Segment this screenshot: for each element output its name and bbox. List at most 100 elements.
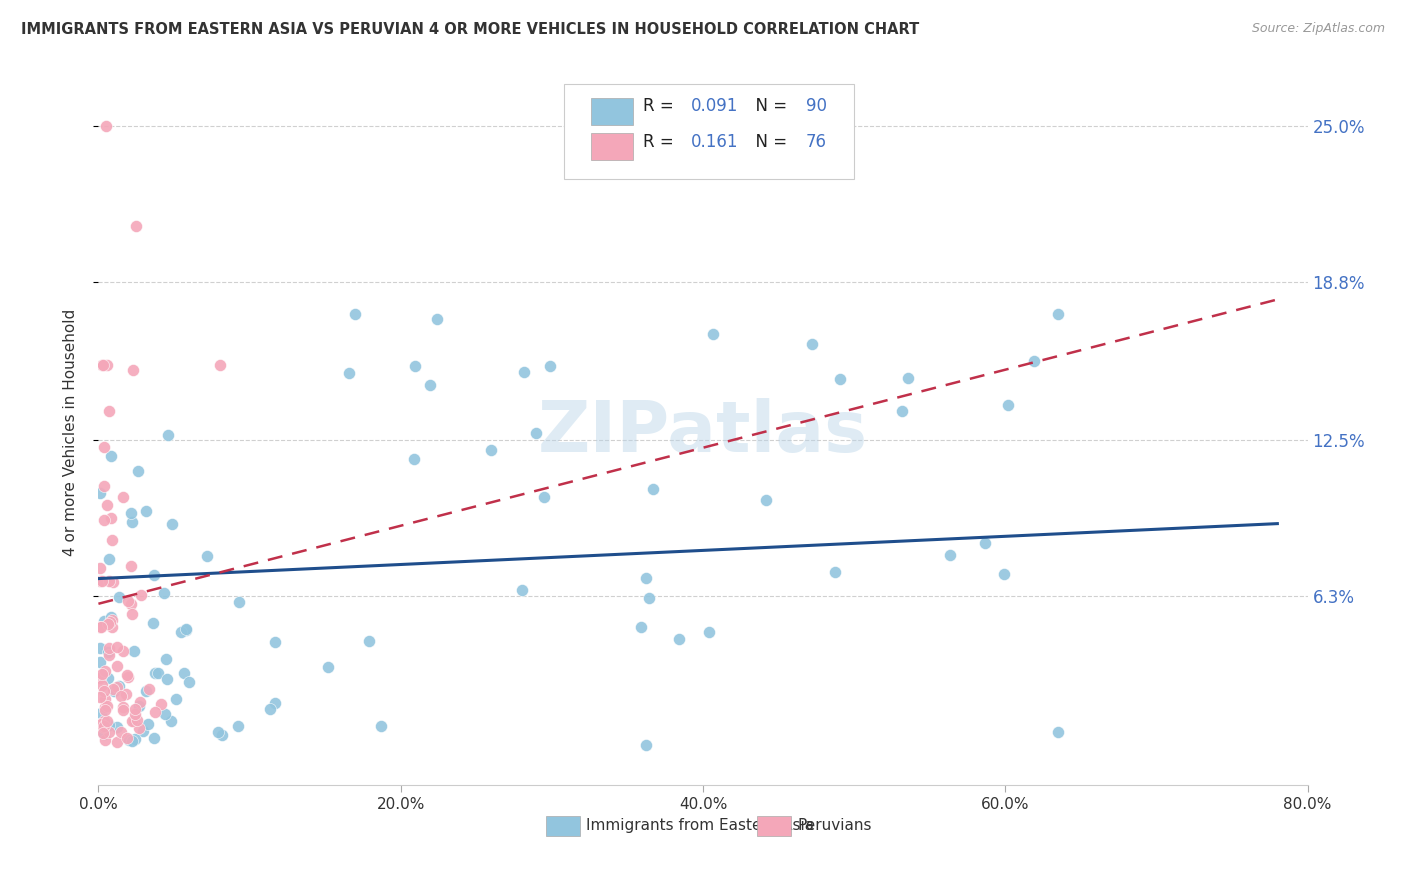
Bar — [758, 816, 792, 836]
Text: R =: R = — [643, 133, 679, 151]
Point — [138, 681, 160, 696]
Text: 90: 90 — [806, 97, 827, 115]
Text: R =: R = — [643, 97, 679, 115]
Point — [89, 655, 111, 669]
Point — [93, 684, 115, 698]
Point — [112, 703, 135, 717]
Point — [97, 574, 120, 589]
Bar — [591, 98, 633, 125]
Point — [89, 620, 111, 634]
Point — [1047, 307, 1070, 321]
Point — [135, 504, 157, 518]
Point — [643, 482, 665, 496]
Point — [89, 640, 111, 655]
Point — [100, 449, 122, 463]
Point — [800, 337, 823, 351]
Point — [426, 312, 449, 326]
Bar — [546, 816, 579, 836]
Point — [153, 586, 176, 600]
Point — [128, 721, 150, 735]
Point — [337, 366, 360, 380]
Point — [538, 359, 561, 373]
Point — [136, 716, 159, 731]
Point — [98, 725, 121, 739]
Point — [110, 724, 132, 739]
Point — [636, 738, 658, 752]
Point — [96, 358, 118, 372]
Point — [96, 699, 118, 714]
Text: N =: N = — [745, 133, 793, 151]
Point — [94, 119, 117, 133]
Point — [121, 733, 143, 747]
Text: IMMIGRANTS FROM EASTERN ASIA VS PERUVIAN 4 OR MORE VEHICLES IN HOUSEHOLD CORRELA: IMMIGRANTS FROM EASTERN ASIA VS PERUVIAN… — [21, 22, 920, 37]
Point — [107, 590, 129, 604]
Point — [89, 485, 111, 500]
Point — [100, 510, 122, 524]
Point — [370, 719, 392, 733]
Point — [121, 515, 143, 529]
Point — [101, 620, 124, 634]
Point — [115, 687, 138, 701]
Point — [91, 358, 114, 372]
Point — [259, 702, 281, 716]
Point — [93, 479, 115, 493]
Point — [524, 425, 547, 440]
Point — [156, 428, 179, 442]
Point — [107, 681, 129, 695]
Point — [129, 695, 152, 709]
Point — [97, 645, 120, 659]
Point — [143, 567, 166, 582]
Point — [90, 620, 112, 634]
Point — [105, 659, 128, 673]
Point — [98, 648, 121, 662]
Point — [634, 571, 657, 585]
Point — [125, 713, 148, 727]
Point — [89, 574, 111, 589]
Point — [96, 714, 118, 729]
Point — [143, 705, 166, 719]
Point — [117, 670, 139, 684]
Point — [124, 732, 146, 747]
Point — [94, 664, 117, 678]
Text: 0.161: 0.161 — [690, 133, 738, 151]
Point — [160, 516, 183, 531]
Point — [1022, 354, 1045, 368]
Point — [89, 690, 111, 705]
Point — [96, 498, 118, 512]
Point — [121, 363, 143, 377]
Point — [1046, 724, 1069, 739]
Point — [91, 358, 114, 372]
Point — [149, 697, 172, 711]
Point — [195, 549, 218, 564]
Point — [177, 675, 200, 690]
Point — [176, 622, 198, 636]
Point — [120, 559, 142, 574]
Point — [97, 671, 120, 685]
Point — [122, 714, 145, 728]
Point — [111, 643, 134, 657]
Point — [97, 718, 120, 732]
Point — [101, 613, 124, 627]
Point — [122, 644, 145, 658]
Point — [479, 442, 502, 457]
Point — [344, 307, 367, 321]
Point — [93, 513, 115, 527]
Point — [174, 624, 197, 638]
Point — [103, 684, 125, 698]
Point — [94, 699, 117, 714]
Point — [98, 552, 121, 566]
Point — [211, 728, 233, 742]
Point — [155, 652, 177, 666]
Bar — [591, 133, 633, 160]
Point — [93, 615, 115, 629]
Point — [135, 683, 157, 698]
Point — [404, 359, 426, 373]
Point — [697, 624, 720, 639]
Point — [316, 660, 339, 674]
Point — [830, 372, 852, 386]
Point — [117, 594, 139, 608]
Point — [112, 700, 135, 714]
Point — [668, 632, 690, 647]
Point — [120, 597, 142, 611]
Text: 0.091: 0.091 — [690, 97, 738, 115]
